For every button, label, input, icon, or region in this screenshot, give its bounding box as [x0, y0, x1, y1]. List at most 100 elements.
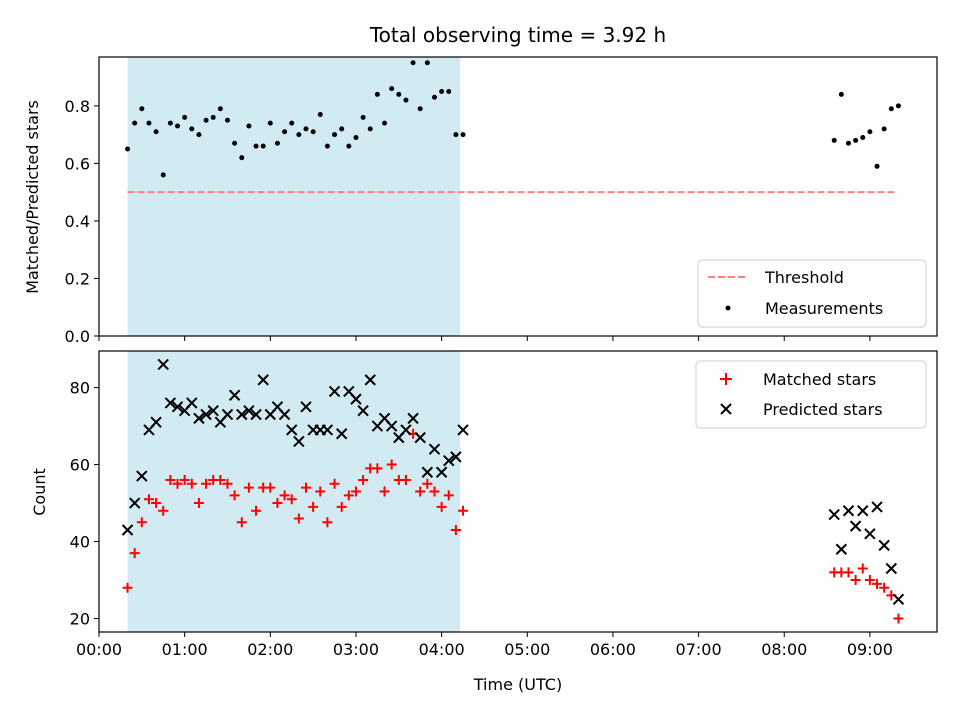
predicted-star-point: [835, 543, 848, 555]
matched-star-point: [172, 478, 183, 489]
predicted-star-point: [428, 443, 441, 455]
measurement-point: [260, 143, 266, 149]
measurement-point: [339, 126, 345, 132]
predicted-star-point: [300, 401, 312, 413]
measurement-point: [403, 97, 409, 103]
matched-star-point: [400, 474, 411, 485]
matched-star-point: [136, 517, 147, 528]
predicted-star-point: [171, 401, 184, 413]
measurement-point: [888, 106, 894, 112]
predicted-star-point: [186, 397, 198, 409]
predicted-star-point: [400, 424, 412, 436]
measurement-points: [125, 60, 901, 178]
predicted-star-point: [842, 505, 855, 517]
matched-star-point: [265, 482, 276, 493]
predicted-star-point: [236, 408, 248, 421]
predicted-star-point: [421, 466, 434, 478]
predicted-star-point: [857, 505, 869, 517]
predicted-star-point: [228, 389, 241, 401]
measurement-point: [303, 126, 309, 132]
measurement-point: [895, 103, 901, 109]
count-y-axis-label: Count: [30, 468, 49, 516]
predicted-star-point: [257, 374, 269, 386]
matched-star-point: [379, 486, 390, 497]
measurement-point: [203, 117, 209, 123]
ratio-panel: 0.00.20.40.60.8 Matched/Predicted stars …: [23, 56, 938, 346]
measurement-point: [453, 132, 459, 138]
matched-star-point: [129, 548, 140, 559]
measurement-point: [382, 120, 388, 126]
measurement-point: [860, 135, 866, 141]
measurement-point: [210, 114, 216, 120]
measurement-point: [125, 146, 131, 152]
measurement-point: [460, 132, 466, 138]
measurement-point: [424, 60, 430, 66]
measurement-point: [232, 140, 238, 146]
x-tick-label: 00:00: [76, 640, 122, 659]
matched-star-point: [308, 501, 319, 512]
x-tick-label: 04:00: [419, 640, 465, 659]
measurement-point: [446, 89, 452, 95]
measurement-point: [360, 114, 366, 120]
matched-star-point: [336, 501, 347, 512]
predicted-star-point: [150, 416, 162, 428]
ratio-panel-y-ticks: 0.0 0.2 0.4 0.6 0.8: [65, 97, 99, 346]
measurements-legend-swatch: [725, 305, 731, 311]
measurement-point: [282, 129, 288, 135]
matched-star-point: [222, 478, 233, 489]
measurement-point: [182, 114, 188, 120]
measurement-point: [346, 143, 352, 149]
measurement-point: [253, 143, 259, 149]
measurement-point: [239, 155, 245, 161]
predicted-star-point: [457, 424, 469, 436]
predicted-star-point: [321, 424, 334, 436]
measurement-point: [367, 126, 373, 132]
observing-window-shade-bottom: [127, 351, 461, 632]
matched-star-point: [415, 486, 426, 497]
measurement-point: [274, 140, 280, 146]
predicted-star-point: [200, 408, 212, 421]
predicted-star-point: [157, 358, 169, 371]
predicted-star-point: [385, 420, 398, 432]
predicted-star-point: [350, 393, 362, 405]
matched-star-point: [343, 490, 354, 501]
measurement-point: [317, 112, 323, 118]
measurement-point: [353, 135, 359, 141]
matched-star-point: [386, 459, 397, 470]
predicted-star-point: [193, 412, 205, 425]
count-legend-box: [695, 360, 927, 429]
predicted-star-point: [357, 404, 369, 417]
measurement-point: [831, 137, 837, 143]
predicted-star-point: [243, 404, 255, 417]
matched-star-point: [350, 486, 361, 497]
matched-star-point: [864, 575, 875, 586]
x-tick-label: 08:00: [761, 640, 807, 659]
y-tick-label: 20: [70, 610, 90, 629]
matched-star-point: [143, 494, 154, 505]
measurement-point: [224, 117, 230, 123]
matched-star-point: [436, 501, 447, 512]
measurement-point: [439, 89, 445, 95]
predicted-star-point: [121, 524, 134, 536]
predicted-star-point: [221, 408, 234, 421]
predicted-star-point: [864, 528, 876, 540]
matched-star-point: [243, 482, 254, 493]
predicted-legend-swatch: [720, 403, 732, 415]
measurement-point: [431, 94, 437, 100]
measurement-point: [324, 143, 330, 149]
measurement-point: [175, 123, 181, 129]
measurement-point: [389, 86, 395, 92]
predicted-star-point: [364, 374, 376, 386]
matched-star-point: [879, 582, 890, 593]
matched-star-point: [122, 582, 133, 593]
predicted-star-point: [407, 412, 419, 425]
predicted-star-point: [293, 435, 305, 448]
y-tick-label: 0.8: [65, 97, 90, 116]
ratio-legend-box: [697, 259, 927, 328]
ratio-y-axis-label: Matched/Predicted stars: [23, 100, 42, 294]
observing-window-shade: [127, 57, 461, 336]
ratio-panel-x-ticks: [98, 336, 871, 341]
count-panel: 00:00 01:00 02:00 03:00 04:00 05:00 06:00 07:00…: [30, 350, 938, 694]
measurement-point: [167, 120, 173, 126]
